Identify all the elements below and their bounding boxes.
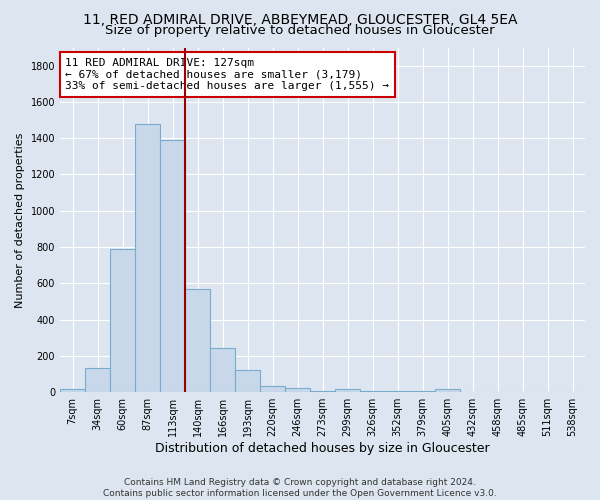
Bar [185,289,210,392]
Y-axis label: Number of detached properties: Number of detached properties [15,132,25,308]
Bar [435,388,460,392]
Bar [335,390,360,392]
Bar [60,390,85,392]
Text: Size of property relative to detached houses in Gloucester: Size of property relative to detached ho… [105,24,495,37]
Bar [235,370,260,392]
Bar [110,249,135,392]
Bar [210,348,235,392]
X-axis label: Distribution of detached houses by size in Gloucester: Distribution of detached houses by size … [155,442,490,455]
Bar [160,140,185,392]
Bar [135,124,160,392]
Text: 11 RED ADMIRAL DRIVE: 127sqm
← 67% of detached houses are smaller (3,179)
33% of: 11 RED ADMIRAL DRIVE: 127sqm ← 67% of de… [65,58,389,91]
Bar [260,386,285,392]
Bar [285,388,310,392]
Text: 11, RED ADMIRAL DRIVE, ABBEYMEAD, GLOUCESTER, GL4 5EA: 11, RED ADMIRAL DRIVE, ABBEYMEAD, GLOUCE… [83,12,517,26]
Text: Contains HM Land Registry data © Crown copyright and database right 2024.
Contai: Contains HM Land Registry data © Crown c… [103,478,497,498]
Bar [85,368,110,392]
